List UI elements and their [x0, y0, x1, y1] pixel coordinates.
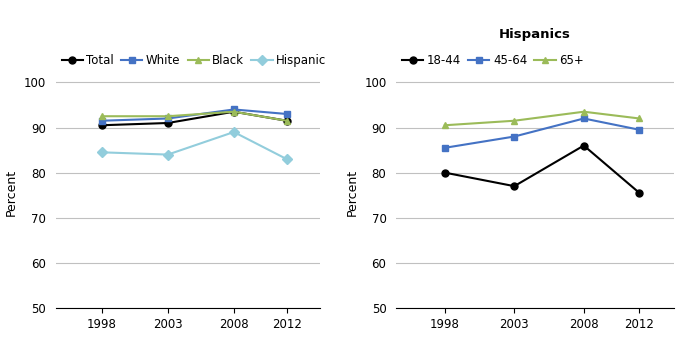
45-64 — [635, 128, 644, 132]
Y-axis label: Percent: Percent — [345, 169, 359, 217]
Hispanic — [163, 153, 172, 157]
18-44 — [510, 184, 518, 188]
Line: 45-64: 45-64 — [441, 115, 643, 151]
65+ — [441, 123, 449, 127]
Line: White: White — [99, 106, 290, 124]
45-64 — [441, 146, 449, 150]
Hispanic — [229, 130, 238, 134]
65+ — [580, 110, 588, 114]
Total — [229, 110, 238, 114]
Line: Black: Black — [99, 108, 290, 124]
Line: 18-44: 18-44 — [441, 142, 643, 196]
White — [229, 107, 238, 112]
Line: 65+: 65+ — [441, 108, 643, 129]
Hispanic — [282, 157, 291, 161]
Hispanic — [97, 150, 106, 154]
18-44 — [441, 171, 449, 175]
18-44 — [580, 143, 588, 148]
Total — [282, 119, 291, 123]
Text: Hispanics: Hispanics — [499, 28, 571, 41]
Black — [97, 114, 106, 118]
White — [97, 119, 106, 123]
45-64 — [510, 135, 518, 139]
Legend: Total, White, Black, Hispanic: Total, White, Black, Hispanic — [61, 55, 327, 67]
White — [163, 116, 172, 121]
Legend: 18-44, 45-64, 65+: 18-44, 45-64, 65+ — [402, 55, 584, 67]
Black — [163, 114, 172, 118]
Black — [282, 119, 291, 123]
Total — [97, 123, 106, 127]
Line: Hispanic: Hispanic — [99, 129, 290, 162]
45-64 — [580, 116, 588, 121]
18-44 — [635, 191, 644, 195]
Black — [229, 110, 238, 114]
Total — [163, 121, 172, 125]
Y-axis label: Percent: Percent — [5, 169, 18, 217]
65+ — [635, 116, 644, 121]
Line: Total: Total — [99, 108, 290, 129]
65+ — [510, 119, 518, 123]
White — [282, 112, 291, 116]
